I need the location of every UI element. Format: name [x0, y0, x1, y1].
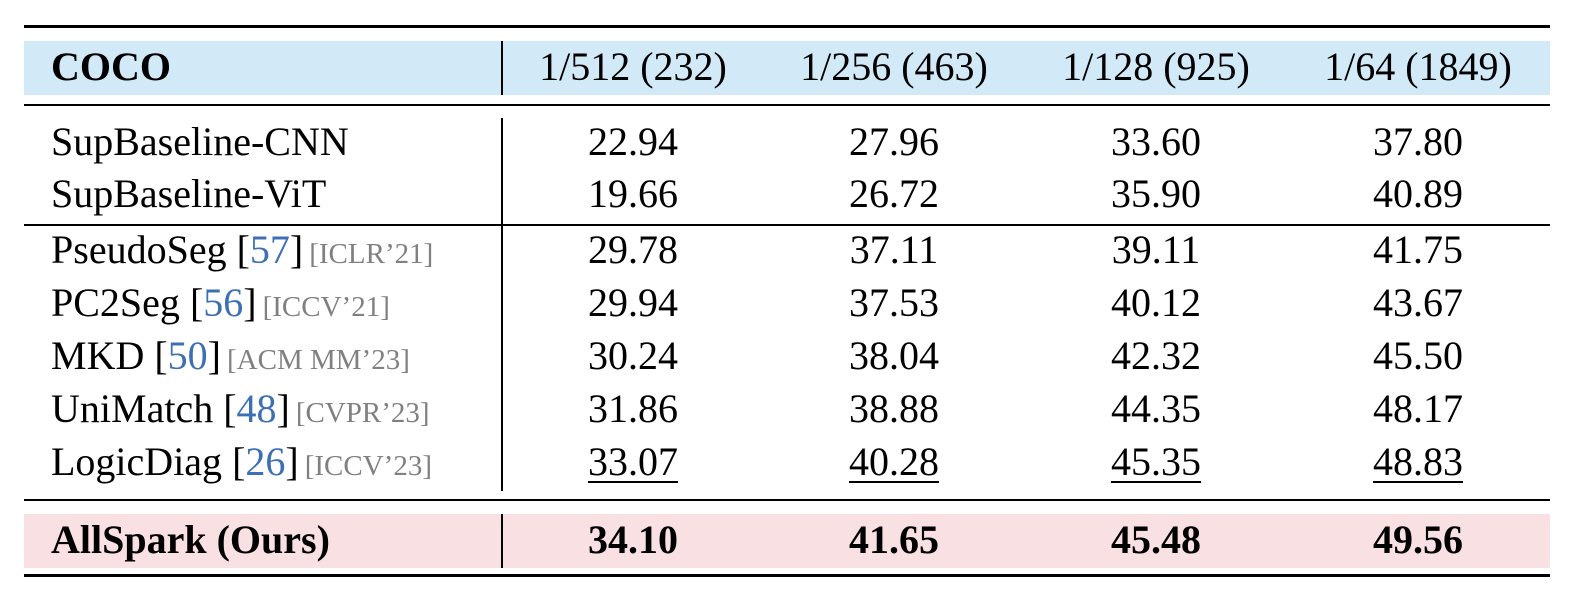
- citation-link[interactable]: 56: [203, 280, 244, 325]
- ours-divider: [501, 514, 503, 568]
- venue-label: [CVPR’23]: [295, 397, 430, 429]
- table-cell: 43.67: [1373, 280, 1463, 325]
- column-header: 1/256 (463): [800, 44, 988, 89]
- method-label: PseudoSeg: [51, 227, 227, 272]
- method-name: MKD [50] [ACM MM’23]: [51, 333, 410, 378]
- header-band: [24, 41, 1550, 95]
- method-name: SupBaseline-ViT: [51, 171, 327, 216]
- table-cell: 37.11: [849, 227, 939, 272]
- body-divider: [501, 118, 503, 491]
- method-name: SupBaseline-CNN: [51, 119, 349, 164]
- table-cell: 45.35: [1036, 442, 1276, 482]
- method-label: LogicDiag: [51, 439, 223, 484]
- table-cell: 38.88: [849, 386, 939, 431]
- table-cell: 27.96: [849, 119, 939, 164]
- best-value: 49.56: [1373, 517, 1463, 562]
- table-cell: 19.66: [588, 171, 678, 216]
- table-cell: 44.35: [1111, 386, 1201, 431]
- header-rule: [24, 104, 1550, 106]
- method-name: PseudoSeg [57] [ICLR’21]: [51, 227, 434, 272]
- table-cell: 48.83: [1298, 442, 1538, 482]
- table-cell: 26.72: [849, 171, 939, 216]
- best-value: 34.10: [588, 517, 678, 562]
- method-label: UniMatch: [51, 386, 214, 431]
- table-cell: 29.94: [588, 280, 678, 325]
- best-value: 45.48: [1111, 517, 1201, 562]
- table-cell: 35.90: [1111, 171, 1201, 216]
- table-cell: 42.32: [1111, 333, 1201, 378]
- table-cell: 45.50: [1373, 333, 1463, 378]
- table-cell: 39.11: [1111, 227, 1201, 272]
- table-cell: 48.17: [1373, 386, 1463, 431]
- table-cell: 29.78: [588, 227, 678, 272]
- table-cell: 40.28: [774, 442, 1014, 482]
- ours-rule: [24, 499, 1550, 501]
- table-cell: 33.60: [1111, 119, 1201, 164]
- method-name: UniMatch [48] [CVPR’23]: [51, 386, 430, 431]
- second-best-value: 40.28: [849, 439, 939, 484]
- citation-link[interactable]: 26: [245, 439, 286, 484]
- method-label: PC2Seg: [51, 280, 180, 325]
- method-name: AllSpark (Ours): [51, 517, 330, 562]
- second-best-value: 48.83: [1373, 439, 1463, 484]
- ours-band: [24, 514, 1550, 568]
- table-cell: 41.75: [1373, 227, 1463, 272]
- table-cell: 40.12: [1111, 280, 1201, 325]
- venue-label: [ICCV’23]: [304, 450, 432, 482]
- method-name: LogicDiag [26] [ICCV’23]: [51, 439, 432, 484]
- venue-label: [ICCV’21]: [262, 291, 390, 323]
- column-header: 1/64 (1849): [1324, 44, 1512, 89]
- bottom-rule: [24, 574, 1550, 577]
- table-cell: 38.04: [849, 333, 939, 378]
- venue-label: [ACM MM’23]: [227, 344, 410, 376]
- baseline-rule: [24, 224, 1550, 226]
- citation-link[interactable]: 50: [167, 333, 208, 378]
- citation-link[interactable]: 57: [249, 227, 290, 272]
- table-cell: 37.53: [849, 280, 939, 325]
- table-cell: 30.24: [588, 333, 678, 378]
- table-cell: 22.94: [588, 119, 678, 164]
- top-rule: [24, 25, 1550, 28]
- column-header: 1/128 (925): [1062, 44, 1250, 89]
- second-best-value: 45.35: [1111, 439, 1201, 484]
- table-cell: 37.80: [1373, 119, 1463, 164]
- table-cell: 33.07: [513, 442, 753, 482]
- venue-label: [ICLR’21]: [309, 238, 434, 270]
- table-cell: 40.89: [1373, 171, 1463, 216]
- method-name: PC2Seg [56] [ICCV’21]: [51, 280, 390, 325]
- method-label: MKD: [51, 333, 145, 378]
- dataset-label: COCO: [51, 44, 171, 89]
- table-cell: 31.86: [588, 386, 678, 431]
- second-best-value: 33.07: [588, 439, 678, 484]
- best-value: 41.65: [849, 517, 939, 562]
- header-divider: [501, 41, 503, 95]
- citation-link[interactable]: 48: [236, 386, 277, 431]
- column-header: 1/512 (232): [539, 44, 727, 89]
